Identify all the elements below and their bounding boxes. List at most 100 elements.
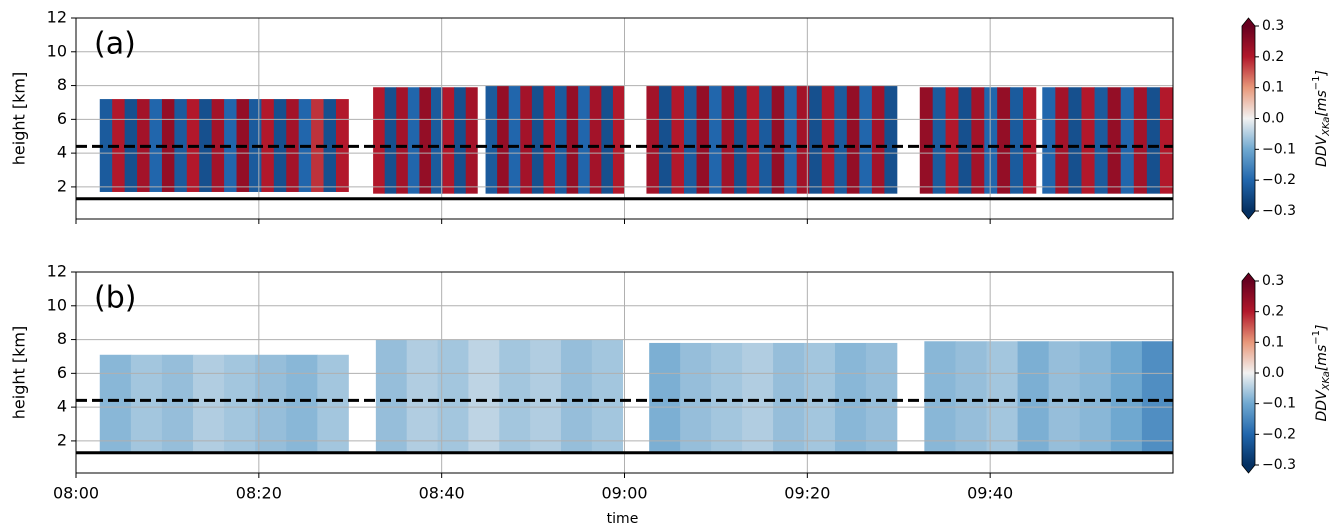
heatmap-cell <box>375 339 408 453</box>
heatmap-cell <box>530 339 562 453</box>
x-tick-label: 09:40 <box>967 484 1013 503</box>
heatmap-cell <box>1107 87 1122 194</box>
heatmap-cell <box>796 85 810 194</box>
colorbar-tick-label: 0.1 <box>1262 80 1284 96</box>
heatmap-cell <box>465 87 478 194</box>
heatmap-cell <box>646 85 660 194</box>
heatmap-cell <box>323 99 337 192</box>
heatmap-cell <box>1094 87 1109 194</box>
y-tick-label: 12 <box>47 8 67 27</box>
heatmap-cell <box>454 87 467 194</box>
heatmap-cell <box>591 339 624 453</box>
colorbar-tick-label: −0.3 <box>1262 457 1296 473</box>
heatmap-cell <box>986 341 1018 453</box>
heatmap-cell <box>846 85 860 194</box>
y-tick-label: 6 <box>57 109 67 128</box>
heatmap-cell <box>1048 341 1081 453</box>
y-tick-label: 2 <box>57 430 67 449</box>
heatmap-cell <box>130 354 163 453</box>
heatmap-cell <box>1022 87 1037 194</box>
heatmap-cell <box>804 342 836 453</box>
heatmap-cell <box>407 87 420 194</box>
heatmap-cell <box>578 85 591 194</box>
heatmap-cell <box>1146 87 1161 194</box>
heatmap-cell <box>1081 87 1095 194</box>
heatmap-cell <box>771 85 785 194</box>
heatmap-cell <box>520 85 533 194</box>
heatmap-cell <box>919 87 934 194</box>
colorbar-extension <box>1242 465 1255 473</box>
heatmap-cell <box>809 85 823 194</box>
colorbar-tick-label: −0.1 <box>1262 396 1296 412</box>
y-tick-label: 12 <box>47 262 67 281</box>
colorbar-label-sub: XKa <box>1321 371 1332 391</box>
heatmap-cell <box>566 85 579 194</box>
heatmap-cell <box>286 354 318 453</box>
heatmap-cell <box>759 85 773 194</box>
y-axis-label: height [km] <box>10 326 29 419</box>
y-tick-label: 8 <box>57 329 67 348</box>
heatmap-cell <box>261 99 275 192</box>
y-tick-label: 8 <box>57 75 67 94</box>
y-tick-label: 6 <box>57 363 67 382</box>
heatmap-cell <box>255 354 287 453</box>
colorbar-label-base: DDV <box>1314 134 1330 167</box>
heatmap-cell <box>1068 87 1082 194</box>
heatmap-cell <box>612 85 625 194</box>
heatmap-cell <box>431 87 443 194</box>
heatmap-cell <box>834 85 848 194</box>
heatmap-cell <box>709 85 722 194</box>
heatmap-cell <box>696 85 710 194</box>
heatmap-cell <box>997 87 1011 194</box>
y-tick-label: 4 <box>57 397 67 416</box>
heatmap-cell <box>161 99 175 192</box>
heatmap-cell <box>560 339 593 453</box>
heatmap-cell <box>1055 87 1069 194</box>
heatmap-cell <box>396 87 409 194</box>
heatmap-cell <box>442 87 455 194</box>
heatmap-cell <box>971 87 985 194</box>
heatmap-cell <box>871 85 885 194</box>
colorbar-tick-label: 0.2 <box>1262 49 1284 65</box>
colorbar-tick-label: 0.2 <box>1262 304 1284 320</box>
x-tick-label: 09:00 <box>601 484 647 503</box>
panel-label: (a) <box>94 27 136 62</box>
heatmap-cell <box>684 85 697 194</box>
heatmap-cell <box>671 85 685 194</box>
colorbar-label: DDVXKa[ms−1] <box>1311 70 1332 167</box>
heatmap-cell <box>384 87 397 194</box>
heatmap-cell <box>531 85 544 194</box>
heatmap-cell <box>1079 341 1112 453</box>
y-tick-label: 10 <box>47 295 67 314</box>
heatmap-cell <box>734 85 748 194</box>
heatmap-cell <box>1141 341 1174 453</box>
heatmap-cell <box>497 85 510 194</box>
x-tick-label: 08:40 <box>419 484 465 503</box>
colorbar-label-unit: [ms <box>1314 90 1330 116</box>
colorbar-label-sup: −1 <box>1311 330 1322 345</box>
y-tick-label: 4 <box>57 143 67 162</box>
heatmap-cell <box>958 87 972 194</box>
colorbar-tick-label: 0.0 <box>1262 365 1284 381</box>
colorbar-label-end: ] <box>1314 325 1330 331</box>
heatmap-cell <box>746 85 760 194</box>
heatmap-cell <box>99 354 132 453</box>
heatmap-cell <box>508 85 521 194</box>
heatmap-cell <box>924 341 956 453</box>
y-tick-label: 10 <box>47 41 67 60</box>
heatmap-cell <box>373 87 386 194</box>
heatmap-cell <box>865 342 898 453</box>
colorbar-label: DDVXKa[ms−1] <box>1311 325 1332 422</box>
colorbar-tick-label: −0.2 <box>1262 426 1296 442</box>
heatmap-cell <box>649 342 681 453</box>
heatmap-cell <box>984 87 998 194</box>
heatmap-cell <box>543 85 556 194</box>
heatmap-cell <box>884 85 898 194</box>
heatmap-cell <box>834 342 867 453</box>
heatmap-cell <box>406 339 438 453</box>
colorbar-label-sub: XKa <box>1321 117 1332 137</box>
colorbar-tick-label: −0.2 <box>1262 172 1296 188</box>
heatmap-cell <box>589 85 602 194</box>
heatmap-cell <box>1017 341 1050 453</box>
